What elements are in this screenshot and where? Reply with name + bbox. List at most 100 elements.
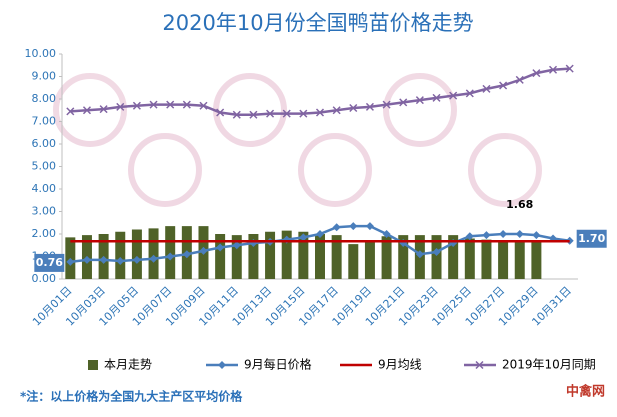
point-marker xyxy=(332,223,341,232)
legend-marker xyxy=(475,360,484,370)
point-marker xyxy=(299,109,308,118)
point-marker xyxy=(132,255,141,264)
point-marker xyxy=(332,106,341,115)
point-marker xyxy=(132,101,141,110)
y-tick-label: 0.00 xyxy=(32,272,57,285)
bar xyxy=(131,229,142,279)
point-marker xyxy=(365,102,374,111)
legend-label: 2019年10月同期 xyxy=(502,358,596,372)
point-marker xyxy=(482,84,491,93)
bar xyxy=(448,235,459,279)
point-marker xyxy=(116,257,125,265)
point-marker xyxy=(565,64,574,73)
point-marker xyxy=(99,255,108,264)
data-label: 0.76 xyxy=(36,256,63,269)
bar xyxy=(398,235,409,279)
bar xyxy=(431,235,442,279)
legend-label: 9月均线 xyxy=(378,358,422,372)
bar xyxy=(231,235,242,279)
bar xyxy=(215,234,226,279)
data-label: 1.70 xyxy=(578,232,605,245)
bar xyxy=(381,236,392,279)
bar xyxy=(531,240,542,279)
point-marker xyxy=(266,109,275,118)
point-marker xyxy=(149,254,158,263)
data-label: 1.68 xyxy=(506,198,533,211)
point-marker xyxy=(415,96,424,105)
bar xyxy=(481,239,492,279)
bar xyxy=(115,231,126,279)
point-marker xyxy=(515,230,524,238)
y-tick-label: 6.00 xyxy=(32,137,57,150)
point-marker xyxy=(465,232,474,241)
footnote: *注：以上价格为全国九大主产区平均价格 xyxy=(20,389,243,404)
point-marker xyxy=(482,231,491,240)
point-marker xyxy=(66,107,75,116)
bar xyxy=(315,234,325,279)
point-marker xyxy=(515,75,524,84)
point-marker xyxy=(316,230,324,238)
y-tick-label: 8.00 xyxy=(32,92,57,105)
point-marker xyxy=(182,100,191,109)
point-marker xyxy=(382,230,391,238)
bar xyxy=(298,231,309,279)
point-marker xyxy=(432,248,441,256)
point-marker xyxy=(432,93,441,102)
data-label-box xyxy=(34,253,65,272)
legend-marker xyxy=(218,361,226,369)
point-marker xyxy=(82,106,91,115)
legend-label: 9月每日价格 xyxy=(244,357,312,372)
point-marker xyxy=(149,100,158,109)
legend-label: 本月走势 xyxy=(104,358,152,372)
point-marker xyxy=(182,250,191,259)
y-tick-label: 7.00 xyxy=(32,115,57,128)
bar xyxy=(498,240,509,279)
point-marker xyxy=(216,108,225,117)
point-marker xyxy=(549,65,558,74)
y-tick-label: 4.00 xyxy=(32,182,57,195)
point-marker xyxy=(349,103,358,113)
point-marker xyxy=(66,257,75,266)
chart-title: 2020年10月份全国鸭苗价格走势 xyxy=(162,11,473,35)
bar xyxy=(364,240,375,279)
point-marker xyxy=(199,246,208,255)
point-marker xyxy=(365,222,374,231)
bar xyxy=(514,240,525,279)
point-marker xyxy=(349,222,358,231)
point-marker xyxy=(499,81,508,90)
point-marker xyxy=(82,255,91,264)
point-marker xyxy=(532,231,541,240)
point-marker xyxy=(282,109,291,118)
point-marker xyxy=(166,252,175,261)
point-marker xyxy=(465,89,474,98)
data-label-box xyxy=(576,229,607,248)
point-marker xyxy=(299,233,308,242)
point-marker xyxy=(449,91,458,100)
point-marker xyxy=(532,69,541,78)
bar xyxy=(331,235,342,279)
point-marker xyxy=(232,110,241,119)
y-tick-label: 5.00 xyxy=(32,160,57,173)
legend-swatch xyxy=(88,360,98,370)
y-tick-label: 2.00 xyxy=(32,227,57,240)
point-marker xyxy=(399,98,408,107)
point-marker xyxy=(315,108,325,117)
y-tick-label: 3.00 xyxy=(32,205,57,218)
bar xyxy=(281,230,292,279)
point-marker xyxy=(166,100,175,109)
bar xyxy=(348,244,359,279)
point-marker xyxy=(499,230,508,238)
point-marker xyxy=(216,243,225,252)
point-marker xyxy=(199,101,208,110)
point-marker xyxy=(116,102,125,111)
point-marker xyxy=(382,100,391,109)
point-marker xyxy=(249,110,258,119)
bar xyxy=(265,231,276,279)
point-marker xyxy=(415,250,424,259)
point-marker xyxy=(99,105,108,114)
point-marker xyxy=(232,241,241,250)
bar xyxy=(464,238,475,279)
bar xyxy=(148,228,159,279)
